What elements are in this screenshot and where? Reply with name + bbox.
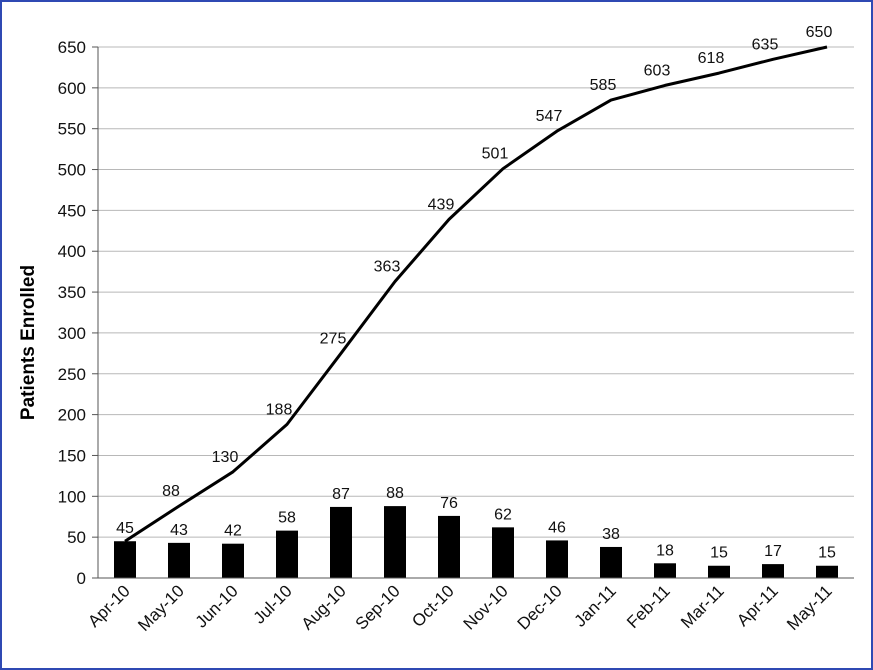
line-value-label: 363: [374, 258, 401, 275]
bar-series: [114, 506, 838, 578]
bar-value-label: 43: [170, 522, 188, 539]
y-tick-label: 500: [58, 161, 86, 180]
bar-value-label: 42: [224, 523, 242, 540]
line-value-label: 618: [698, 50, 725, 67]
x-tick-label: Dec-10: [514, 581, 566, 633]
x-tick-label: Feb-11: [623, 581, 674, 632]
bar: [438, 515, 460, 578]
line-value-label: 439: [428, 196, 455, 213]
line-value-label: 603: [644, 62, 671, 79]
bar: [384, 506, 406, 578]
y-tick-label: 550: [58, 120, 86, 139]
bar: [222, 543, 244, 578]
y-tick-label: 0: [77, 569, 86, 588]
x-tick-label: Aug-10: [298, 581, 350, 633]
y-tick-label: 150: [58, 446, 86, 465]
y-tick-label: 450: [58, 201, 86, 220]
y-tick-label: 300: [58, 324, 86, 343]
y-tick-label: 650: [58, 38, 86, 57]
line-value-label: 88: [162, 483, 180, 500]
y-axis-title: Patients Enrolled: [18, 265, 39, 420]
x-tick-label: Apr-11: [733, 581, 782, 630]
line-value-label: 547: [536, 108, 563, 125]
y-tick-label: 250: [58, 365, 86, 384]
bar: [168, 542, 190, 578]
bar: [762, 564, 784, 578]
bar-value-label: 46: [548, 519, 566, 536]
bar: [330, 506, 352, 578]
axes: [92, 46, 854, 579]
bar: [114, 541, 136, 578]
bar-value-label: 58: [278, 510, 296, 527]
line-series: [124, 45, 828, 543]
y-tick-label: 600: [58, 79, 86, 98]
bar: [654, 563, 676, 578]
y-tick-label: 200: [58, 406, 86, 425]
bar: [276, 530, 298, 578]
bar-value-label: 76: [440, 495, 458, 512]
x-tick-label: Mar-11: [677, 581, 728, 632]
bar: [708, 565, 730, 578]
y-tick-label: 400: [58, 242, 86, 261]
x-tick-label: Sep-10: [352, 581, 404, 633]
line-value-label: 635: [752, 36, 779, 53]
x-tick-label: Nov-10: [460, 581, 512, 633]
x-tick-label: Oct-10: [408, 581, 458, 631]
x-tick-label: Jan-11: [571, 581, 620, 630]
line-value-label: 130: [212, 449, 239, 466]
bar-value-label: 87: [332, 486, 350, 503]
gridlines: [98, 46, 854, 538]
line-value-label: 585: [590, 77, 617, 94]
x-tick-label: Jul-10: [250, 581, 296, 627]
x-tick-label: Jun-10: [192, 581, 242, 631]
bar-value-label: 88: [386, 485, 404, 502]
line-value-label: 275: [320, 330, 347, 347]
y-tick-label: 50: [67, 528, 86, 547]
bar-value-label: 18: [656, 542, 674, 559]
cumulative-line: [124, 45, 828, 543]
line-value-label: 650: [806, 24, 833, 41]
bar-value-label: 15: [710, 545, 728, 562]
bar: [546, 540, 568, 578]
bar: [816, 565, 838, 578]
y-tick-label: 100: [58, 487, 86, 506]
bar-value-label: 15: [818, 545, 836, 562]
bar-value-label: 38: [602, 526, 620, 543]
bar: [492, 527, 514, 578]
line-value-label: 501: [482, 146, 509, 163]
bar-value-label: 62: [494, 506, 512, 523]
bar-value-label: 17: [764, 543, 782, 560]
x-tick-label: Apr-10: [84, 581, 134, 631]
bar-value-label: 45: [116, 520, 134, 537]
line-value-label: 188: [266, 401, 293, 418]
y-tick-label: 350: [58, 283, 86, 302]
x-tick-label: May-11: [783, 581, 836, 634]
bar: [600, 546, 622, 578]
x-tick-label: May-10: [134, 581, 188, 635]
